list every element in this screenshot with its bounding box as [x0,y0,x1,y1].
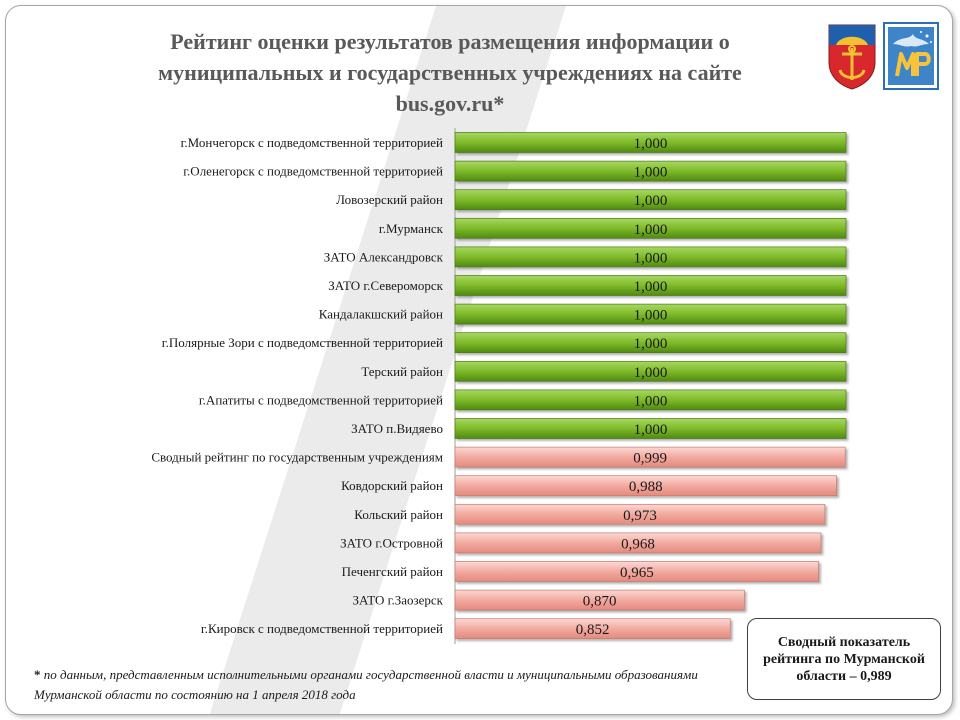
footnote-text: по данным, представленным исполнительным… [34,667,698,702]
category-label-10: ЗАТО п.Видяево [351,421,443,436]
value-label-12: 0,988 [629,479,663,495]
bar-15 [454,561,819,582]
murmansk-coat-of-arms-icon [828,24,876,90]
footnote-marker: * [34,667,41,682]
bar-3 [454,217,847,239]
bar-10 [454,418,847,439]
category-label-3: г.Мурманск [379,221,444,236]
value-label-10: 1,000 [634,422,668,438]
value-label-1: 1,000 [634,165,668,181]
category-label-8: Терский район [361,364,443,379]
category-label-7: г.Полярные Зори с подведомственной терри… [162,335,443,350]
bar-4 [454,246,847,268]
title-line-3: bus.gov.ru* [395,91,505,116]
value-label-6: 1,000 [634,308,668,324]
bar-16 [454,589,745,611]
category-label-13: Кольский район [354,507,443,522]
bar-2 [454,189,847,211]
category-labels-layer: г.Мончегорск с подведомственной территор… [151,135,443,636]
bar-0 [454,132,847,153]
bar-7 [454,332,847,354]
value-label-8: 1,000 [634,365,668,381]
value-label-15: 0,965 [620,565,654,581]
summary-box: Сводный показатель рейтинга по Мурманско… [747,618,941,700]
value-label-17: 0,852 [576,622,610,638]
category-label-17: г.Кировск с подведомственной территорией [201,621,443,636]
value-label-13: 0,973 [623,508,657,524]
value-label-2: 1,000 [634,193,668,209]
footnote: * по данным, представленным исполнительн… [34,665,734,705]
summary-text: Сводный показатель рейтинга по Мурманско… [763,634,925,684]
category-label-11: Сводный рейтинг по государственным учреж… [151,450,443,465]
bar-5 [454,275,847,296]
category-label-9: г.Апатиты с подведомственной территорией [199,392,443,407]
bar-11 [454,446,846,468]
value-label-4: 1,000 [634,250,668,266]
bar-12 [454,475,837,497]
category-label-0: г.Мончегорск с подведомственной территор… [181,135,443,150]
value-label-14: 0,968 [621,536,655,552]
category-label-2: Ловозерский район [336,192,443,207]
category-label-14: ЗАТО г.Островной [340,535,443,550]
category-label-12: Ковдорский район [341,478,443,493]
category-label-4: ЗАТО Александровск [324,249,444,264]
bar-6 [454,303,847,325]
value-label-3: 1,000 [634,222,668,238]
bar-8 [454,360,847,382]
value-label-11: 0,999 [633,451,667,467]
ministry-logo-icon [883,22,939,90]
bar-9 [454,389,847,411]
category-label-5: ЗАТО г.Североморск [328,278,443,293]
title-line-1: Рейтинг оценки результатов размещения ин… [170,29,730,54]
bar-14 [454,532,822,554]
bar-17 [454,618,731,640]
bar-13 [454,503,826,525]
category-label-6: Кандалакшский район [319,307,443,322]
value-label-16: 0,870 [583,594,617,610]
value-labels-layer: 1,000 1,000 1,000 1,000 1,000 1,000 1,000 1,000… [576,136,668,638]
title-line-2: муниципальных и государственных учрежден… [158,60,742,85]
background-diagonal-stripe [209,6,566,714]
category-label-15: Печенгский район [342,564,443,579]
value-label-5: 1,000 [634,279,668,295]
bars-layer [454,132,847,640]
value-label-7: 1,000 [634,336,668,352]
category-label-1: г.Оленегорск с подведомственной территор… [183,164,443,179]
bar-1 [454,160,847,182]
category-label-16: ЗАТО г.Заозерск [352,593,443,608]
value-label-9: 1,000 [634,393,668,409]
page-title: Рейтинг оценки результатов размещения ин… [110,26,790,119]
value-label-0: 1,000 [634,136,668,152]
